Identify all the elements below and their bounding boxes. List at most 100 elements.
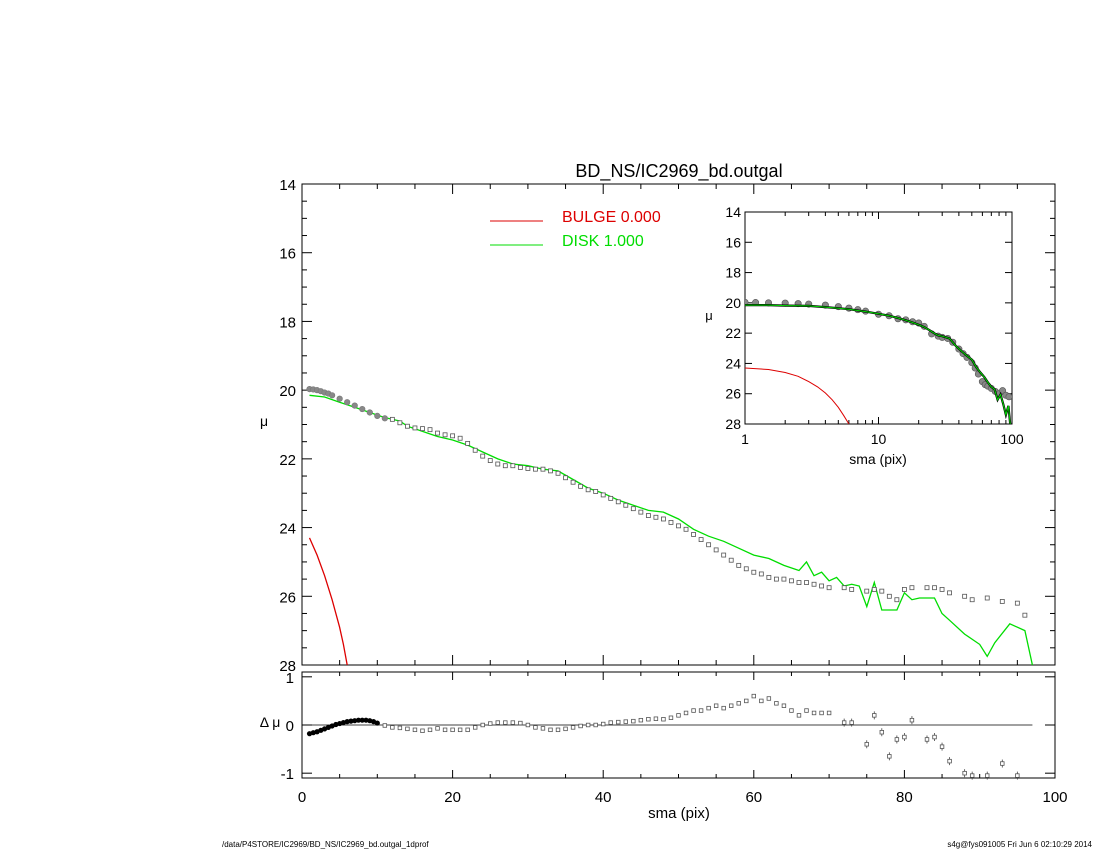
- observed-point: [381, 415, 388, 422]
- residual-point: [864, 742, 869, 747]
- observed-point: [600, 492, 606, 498]
- observed-point: [630, 506, 636, 512]
- residual-point: [427, 727, 433, 733]
- residual-x-tick-label: 60: [745, 789, 762, 806]
- residual-point: [397, 725, 403, 731]
- residual-plot-marks: [302, 693, 1033, 780]
- observed-point: [947, 590, 952, 596]
- legend-disk-label: DISK 1.000: [562, 233, 644, 250]
- residual-point: [646, 717, 651, 722]
- residual-x-axis: 0 20 40 60 80 100: [298, 672, 1068, 806]
- main-panel: 14 16 18 20 22 24 26 28 μ BULGE 0.000 DISK 1.00…: [260, 177, 1056, 675]
- main-y-tick-label: 16: [279, 246, 296, 263]
- observed-point: [427, 427, 433, 433]
- main-y-tick-label: 24: [279, 521, 296, 538]
- inset-disk-model-line: [745, 304, 1011, 424]
- residual-point: [359, 717, 365, 723]
- residual-point: [713, 703, 719, 708]
- residual-point: [631, 718, 636, 724]
- residual-point: [555, 727, 561, 733]
- observed-point: [563, 475, 568, 481]
- inset-observed-point: [1005, 393, 1012, 401]
- residual-point: [382, 723, 388, 728]
- observed-point: [359, 405, 366, 413]
- observed-point: [736, 562, 742, 568]
- residual-point: [796, 713, 802, 718]
- residual-point: [774, 701, 779, 706]
- inset-x-axis-label: sma (pix): [849, 451, 907, 467]
- observed-point: [683, 526, 689, 532]
- observed-point: [615, 499, 621, 505]
- residual-point: [811, 710, 817, 716]
- observed-point: [525, 466, 531, 471]
- inset-y-tick-label: 28: [725, 416, 741, 432]
- residual-point: [578, 723, 583, 729]
- observed-point: [758, 571, 764, 577]
- residual-point: [766, 696, 772, 701]
- inset-y-axis: 14 16 18 20 22 24 26 28: [725, 204, 1012, 432]
- residual-point: [676, 713, 681, 718]
- residual-point: [962, 770, 967, 776]
- residual-point: [585, 722, 591, 728]
- observed-point: [593, 489, 599, 494]
- residual-point: [1015, 773, 1020, 778]
- residual-point: [488, 721, 493, 726]
- observed-point: [389, 416, 395, 422]
- residual-panel: -101 0 20 40 60 80 100 Δ μ sma (pix): [260, 670, 1068, 822]
- observed-point: [766, 574, 772, 580]
- observed-point: [465, 440, 471, 446]
- residual-x-tick-label: 20: [444, 789, 461, 806]
- residual-point: [661, 717, 666, 722]
- inset-y-tick-label: 14: [725, 204, 741, 220]
- residual-point: [593, 722, 598, 728]
- footer-file-path: /data/P4STORE/IC2969/BD_NS/IC2969_bd.out…: [222, 840, 429, 849]
- observed-point: [819, 583, 824, 589]
- residual-point: [374, 720, 380, 726]
- observed-point: [811, 581, 817, 587]
- residual-y-tick-label: 0: [286, 718, 294, 735]
- observed-point: [510, 463, 516, 469]
- residual-point: [887, 754, 892, 759]
- observed-point: [871, 587, 877, 592]
- observed-point: [555, 470, 561, 476]
- residual-point: [872, 713, 877, 718]
- main-plot-marks: [306, 386, 1034, 665]
- residual-point: [744, 698, 749, 704]
- chart-title: BD_NS/IC2969_bd.outgal: [575, 161, 782, 182]
- residual-point: [510, 720, 516, 725]
- residual-point: [879, 730, 885, 735]
- observed-point: [932, 585, 937, 591]
- observed-point: [661, 516, 666, 522]
- observed-point: [962, 593, 968, 599]
- residual-point: [849, 720, 854, 725]
- residual-point: [804, 708, 809, 713]
- residual-point: [405, 726, 410, 732]
- main-x-axis-ticks: [301, 184, 1056, 665]
- residual-point: [721, 705, 726, 711]
- residual-point: [781, 703, 787, 708]
- residual-point: [450, 727, 455, 733]
- observed-point: [864, 588, 870, 594]
- residual-y-axis: -1 0 1: [281, 670, 1055, 783]
- observed-point: [578, 483, 584, 489]
- residual-point: [503, 720, 508, 725]
- residual-point: [819, 710, 824, 716]
- inset-y-axis-label: μ: [705, 308, 713, 323]
- inset-y-tick-label: 26: [725, 386, 741, 402]
- residual-point: [826, 710, 832, 716]
- observed-point: [533, 466, 538, 472]
- main-y-tick-label: 14: [279, 177, 296, 194]
- observed-point: [909, 585, 915, 591]
- inset-y-tick-label: 20: [725, 295, 741, 311]
- residual-point: [985, 773, 990, 778]
- inset-y-tick-label: 22: [725, 325, 741, 341]
- observed-point: [450, 433, 456, 439]
- main-y-tick-label: 28: [279, 658, 296, 675]
- main-y-tick-label: 22: [279, 452, 296, 469]
- observed-point: [351, 402, 358, 409]
- observed-point: [517, 465, 523, 470]
- residual-point: [706, 705, 711, 711]
- residual-point: [540, 726, 546, 731]
- inset-x-tick-label: 10: [871, 431, 887, 447]
